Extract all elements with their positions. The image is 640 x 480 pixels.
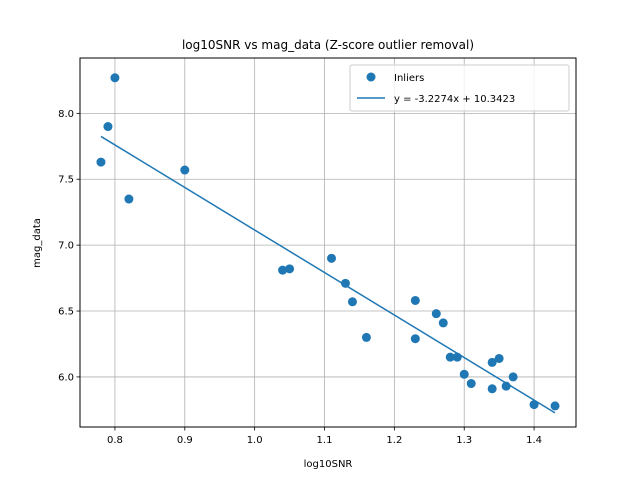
- scatter-point: [550, 401, 560, 411]
- scatter-point: [431, 309, 441, 319]
- y-tick-label: 7.5: [58, 175, 74, 186]
- legend-box: [349, 64, 570, 112]
- y-tick-label: 6.5: [58, 307, 74, 318]
- x-tick-label: 1.1: [317, 435, 333, 446]
- scatter-point: [180, 165, 190, 175]
- x-tick-label: 1.4: [526, 435, 542, 446]
- y-tick-label: 7.0: [58, 241, 74, 252]
- scatter-point: [278, 265, 288, 275]
- scatter-point: [410, 334, 420, 344]
- chart-title: log10SNR vs mag_data (Z-score outlier re…: [182, 38, 474, 52]
- y-tick-label: 6.0: [58, 372, 74, 383]
- scatter-point: [103, 122, 113, 132]
- scatter-point: [124, 194, 134, 204]
- scatter-point: [501, 381, 511, 391]
- scatter-point: [445, 352, 455, 362]
- grid: [80, 58, 576, 427]
- x-axis-ticks: 0.8 0.9 1.0 1.1 1.2 1.3 1.4: [107, 427, 542, 446]
- x-tick-label: 1.0: [247, 435, 263, 446]
- scatter-point: [529, 400, 539, 410]
- scatter-point: [438, 318, 448, 328]
- x-tick-label: 1.2: [386, 435, 402, 446]
- scatter-point: [340, 278, 350, 288]
- scatter-point: [285, 264, 295, 274]
- scatter-point: [494, 353, 504, 363]
- plot-area-frame: [79, 57, 577, 428]
- scatter-point: [487, 384, 497, 394]
- legend-label-fit-line: y = -3.2274x + 10.3423: [394, 94, 515, 105]
- scatter-point: [487, 357, 497, 367]
- scatter-point: [347, 297, 357, 307]
- data-points: [96, 73, 560, 411]
- legend: Inliers y = -3.2274x + 10.3423: [349, 64, 570, 112]
- scatter-point: [508, 372, 518, 382]
- scatter-point: [361, 332, 371, 342]
- x-tick-label: 0.9: [177, 435, 193, 446]
- x-tick-label: 1.3: [456, 435, 472, 446]
- scatter-point: [459, 369, 469, 379]
- regression-line: [100, 135, 556, 414]
- y-tick-label: 8.0: [58, 109, 74, 120]
- scatter-point: [410, 295, 420, 305]
- x-tick-label: 0.8: [107, 435, 123, 446]
- regression-line-layer: [100, 135, 556, 414]
- y-axis-ticks: 6.0 6.5 7.0 7.5 8.0: [58, 109, 80, 383]
- scatter-point: [452, 352, 462, 362]
- scatter-point: [110, 73, 120, 83]
- y-axis-label: mag_data: [32, 218, 43, 268]
- scatter-point: [326, 253, 336, 263]
- scatter-point: [96, 157, 106, 167]
- scatter-point: [466, 379, 476, 389]
- legend-marker-inliers: [366, 72, 376, 82]
- legend-label-inliers: Inliers: [394, 73, 424, 84]
- x-axis-label: log10SNR: [304, 459, 353, 470]
